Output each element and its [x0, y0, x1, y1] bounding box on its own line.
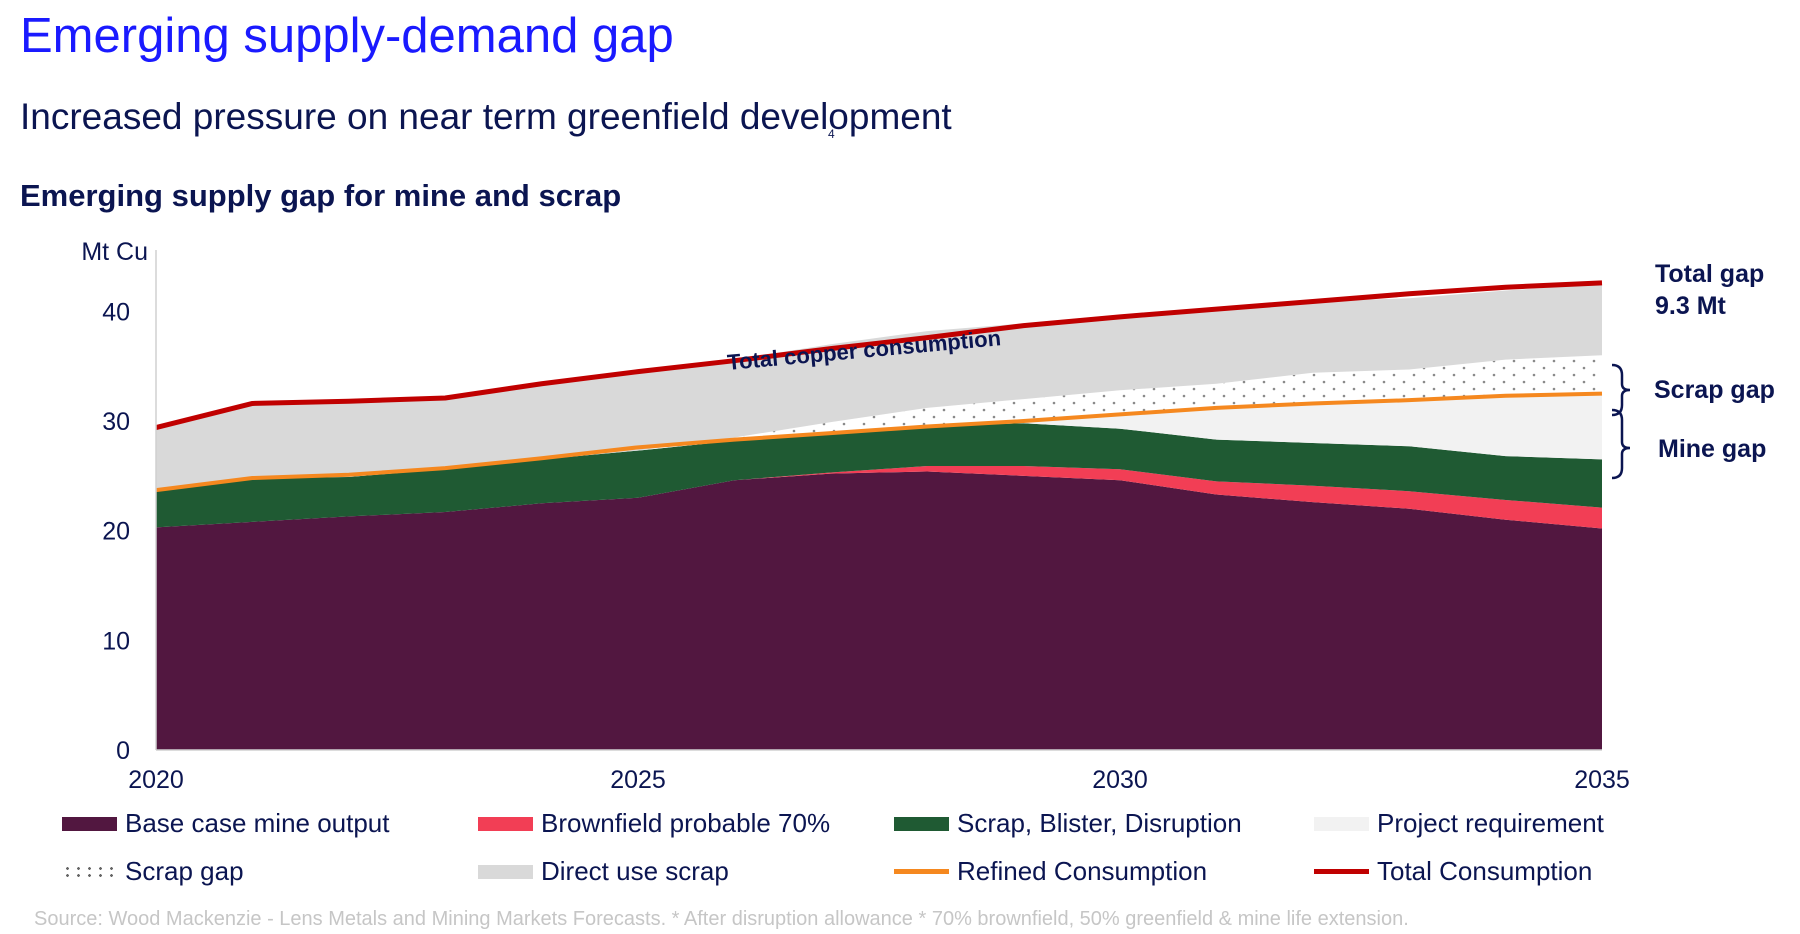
legend-label: Scrap, Blister, Disruption — [957, 808, 1242, 838]
y-axis-unit-label: Mt Cu — [81, 238, 148, 266]
area-scrap-gap — [156, 355, 1602, 491]
legend-item: Scrap, Blister, Disruption — [894, 808, 1242, 839]
page-number-mark: 4 — [828, 127, 835, 141]
scrap-gap-brace — [1611, 363, 1631, 417]
source-note: Source: Wood Mackenzie - Lens Metals and… — [34, 908, 1409, 930]
legend-item: Project requirement — [1314, 808, 1604, 839]
legend-swatch — [1314, 816, 1369, 831]
legend-item: Base case mine output — [62, 808, 390, 839]
y-tick-label: 20 — [102, 518, 130, 546]
total-gap-label: Total gap — [1655, 260, 1764, 288]
legend-swatch — [478, 816, 533, 831]
legend-item: Brownfield probable 70% — [478, 808, 830, 839]
legend-swatch — [1314, 869, 1369, 874]
scrap-gap-label: Scrap gap — [1654, 376, 1775, 404]
legend-label: Base case mine output — [125, 808, 390, 838]
legend-label: Refined Consumption — [957, 856, 1208, 886]
area-direct-use-scrap — [156, 283, 1602, 491]
area-project-requirement — [156, 394, 1602, 491]
area-base-case-mine-output — [156, 471, 1602, 750]
legend-swatch — [62, 864, 117, 879]
legend-label: Project requirement — [1377, 808, 1604, 838]
y-tick-label: 0 — [116, 737, 130, 765]
legend-item: Scrap gap — [62, 856, 244, 887]
x-tick-label: 2020 — [128, 766, 184, 794]
line-refined-consumption — [155, 391, 1603, 493]
legend-label: Total Consumption — [1377, 856, 1593, 886]
total-gap-value: 9.3 Mt — [1655, 292, 1727, 320]
area-scrap-blister-disruption — [156, 423, 1602, 528]
mine-gap-label: Mine gap — [1658, 435, 1766, 463]
legend-item: Direct use scrap — [478, 856, 729, 887]
legend-swatch — [62, 816, 117, 831]
page-title: Emerging supply-demand gap — [20, 9, 674, 63]
y-tick-label: 40 — [102, 298, 130, 326]
legend-label: Brownfield probable 70% — [541, 808, 831, 838]
y-tick-label: 30 — [102, 408, 130, 436]
x-tick-label: 2025 — [610, 766, 666, 794]
stacked-areas — [156, 283, 1602, 750]
legend-item: Total Consumption — [1314, 856, 1592, 887]
legend-swatch — [894, 869, 949, 874]
legend-swatch — [478, 864, 533, 879]
legend-label: Direct use scrap — [541, 856, 729, 886]
mine-gap-brace — [1611, 408, 1631, 480]
legend-swatch — [894, 816, 949, 831]
x-tick-label: 2030 — [1092, 766, 1148, 794]
line-total-consumption — [155, 280, 1603, 431]
x-tick-label: 2035 — [1574, 766, 1630, 794]
y-tick-label: 10 — [102, 627, 130, 655]
chart-title: Emerging supply gap for mine and scrap — [20, 178, 622, 213]
page-subtitle: Increased pressure on near term greenfie… — [20, 96, 952, 137]
legend-label: Scrap gap — [125, 856, 244, 886]
area-brownfield-probable-70 — [156, 465, 1602, 529]
consumption-lines — [155, 280, 1603, 493]
legend-item: Refined Consumption — [894, 856, 1207, 887]
